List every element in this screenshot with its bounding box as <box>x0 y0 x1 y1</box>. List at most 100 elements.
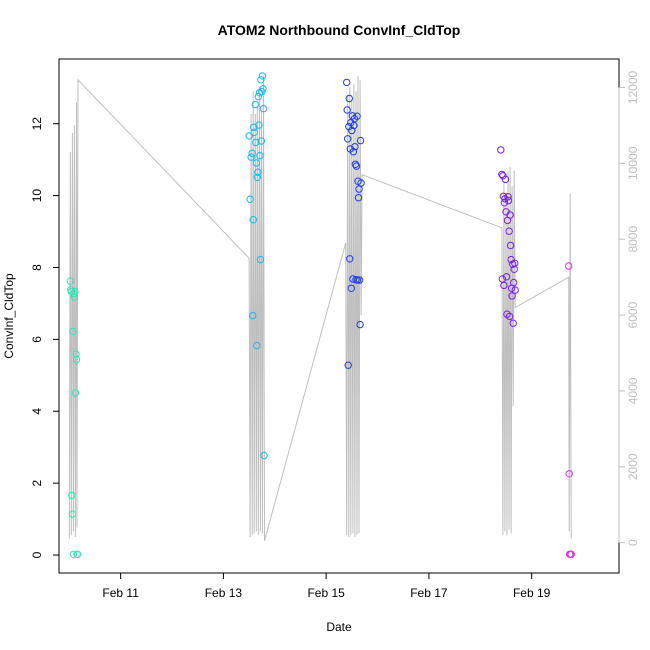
y-tick-label-5: 10 <box>30 189 44 203</box>
data-point-s2-2 <box>344 135 352 143</box>
plot-frame <box>58 58 620 574</box>
line-series-path <box>68 76 572 541</box>
data-point-s3-27 <box>511 286 519 294</box>
y2-tick-label-1: 2000 <box>626 453 640 480</box>
data-point-s1-14 <box>254 93 262 101</box>
data-point-s3-21 <box>508 292 516 300</box>
y-tick-label-4: 8 <box>30 264 44 271</box>
data-point-s0-10 <box>71 389 80 397</box>
data-point-s1-1 <box>246 195 254 203</box>
data-point-s3-6 <box>500 199 509 207</box>
y-tick-label-6: 12 <box>30 117 44 131</box>
y2-tick-label-3: 6000 <box>626 301 640 328</box>
data-point-s2-21 <box>353 276 362 284</box>
data-point-s1-2 <box>247 153 255 161</box>
data-point-s1-25 <box>260 451 268 460</box>
data-point-s2-26 <box>356 320 364 329</box>
chart-title: ATOM2 Northbound ConvInf_CldTop <box>218 22 461 38</box>
data-point-s1-24 <box>259 104 268 113</box>
data-point-s0-8 <box>70 293 79 301</box>
data-point-s3-16 <box>505 312 514 321</box>
data-point-s1-19 <box>257 76 265 84</box>
data-point-s2-1 <box>343 106 351 114</box>
data-point-s0-0 <box>66 277 75 285</box>
data-point-s1-20 <box>257 137 266 145</box>
data-point-s4-5 <box>567 550 575 558</box>
data-point-s3-23 <box>509 319 517 327</box>
data-point-s2-23 <box>354 194 363 202</box>
data-point-s0-11 <box>72 350 80 358</box>
data-point-s3-13 <box>504 193 512 201</box>
data-point-s3-0 <box>497 146 505 154</box>
data-point-s1-9 <box>252 138 260 147</box>
data-point-s2-10 <box>348 126 356 135</box>
data-point-s2-24 <box>355 185 363 193</box>
x-tick-label-1: Feb 13 <box>205 586 243 600</box>
data-point-s1-0 <box>245 132 253 140</box>
data-point-s1-22 <box>258 72 267 80</box>
line-series-layer <box>68 76 572 541</box>
x-tick-label-2: Feb 15 <box>307 586 345 600</box>
data-point-s2-5 <box>345 94 353 103</box>
data-point-s3-5 <box>500 281 508 290</box>
data-point-s0-9 <box>71 287 79 296</box>
y2-tick-label-4: 8000 <box>626 226 640 253</box>
x-tick-label-4: Feb 19 <box>513 586 551 600</box>
y-tick-label-1: 2 <box>30 479 44 486</box>
data-point-s2-20 <box>353 112 361 120</box>
scatter-points-layer <box>66 72 575 558</box>
y2-tick-label-0: 0 <box>626 539 640 546</box>
data-point-s2-9 <box>347 284 355 292</box>
data-point-s1-23 <box>259 85 267 93</box>
data-point-s2-15 <box>350 115 359 123</box>
data-point-s0-3 <box>68 491 76 500</box>
y-axis: 0 2 4 6 8 10 12 <box>30 117 60 558</box>
data-point-s2-16 <box>351 143 359 151</box>
x-tick-label-0: Feb 11 <box>102 586 139 600</box>
data-point-s3-24 <box>510 278 518 287</box>
y-tick-label-3: 6 <box>30 336 44 343</box>
data-point-s3-18 <box>506 241 515 250</box>
data-point-s3-14 <box>504 196 513 205</box>
data-point-s0-4 <box>68 510 77 518</box>
data-point-s4-1 <box>565 470 573 478</box>
data-point-s2-0 <box>343 78 351 87</box>
data-point-s2-6 <box>346 255 354 263</box>
y2-axis: 0 2000 4000 6000 8000 10000 12000 <box>618 70 640 546</box>
data-point-s1-18 <box>256 255 265 264</box>
data-point-s0-6 <box>69 550 78 558</box>
data-point-s0-14 <box>73 550 82 558</box>
data-point-s2-25 <box>355 276 364 284</box>
data-point-s2-27 <box>356 136 365 145</box>
data-point-s3-10 <box>502 273 511 281</box>
y-axis-label: ConvInf_CldTop <box>2 273 16 359</box>
data-point-s1-17 <box>256 152 264 160</box>
data-point-s1-7 <box>250 128 258 137</box>
data-point-s3-26 <box>511 259 519 267</box>
x-tick-label-3: Feb 17 <box>410 586 448 600</box>
data-point-s1-5 <box>249 216 257 224</box>
data-point-s1-15 <box>255 121 263 129</box>
x-axis-label: Date <box>326 620 352 634</box>
data-point-s2-17 <box>351 160 360 169</box>
data-point-s1-8 <box>251 100 260 109</box>
data-point-s3-17 <box>506 211 514 219</box>
data-point-s3-15 <box>505 227 513 235</box>
y2-tick-label-2: 4000 <box>626 377 640 404</box>
data-point-s1-11 <box>253 341 261 350</box>
x-axis: Feb 11 Feb 13 Feb 15 Feb 17 Feb 19 <box>102 572 551 600</box>
data-point-s2-19 <box>352 162 361 170</box>
data-point-s1-3 <box>248 149 256 157</box>
y2-tick-label-5: 10000 <box>626 146 640 180</box>
y-tick-label-2: 4 <box>30 408 44 415</box>
y2-tick-label-6: 12000 <box>626 70 640 104</box>
data-point-s1-4 <box>249 311 257 320</box>
y-tick-label-0: 0 <box>30 551 44 558</box>
data-point-s3-8 <box>501 175 510 184</box>
data-point-s2-28 <box>357 179 365 187</box>
data-point-s0-5 <box>69 327 77 336</box>
data-point-s0-12 <box>72 355 81 364</box>
data-point-s1-10 <box>252 159 260 167</box>
data-point-s4-0 <box>565 262 573 270</box>
